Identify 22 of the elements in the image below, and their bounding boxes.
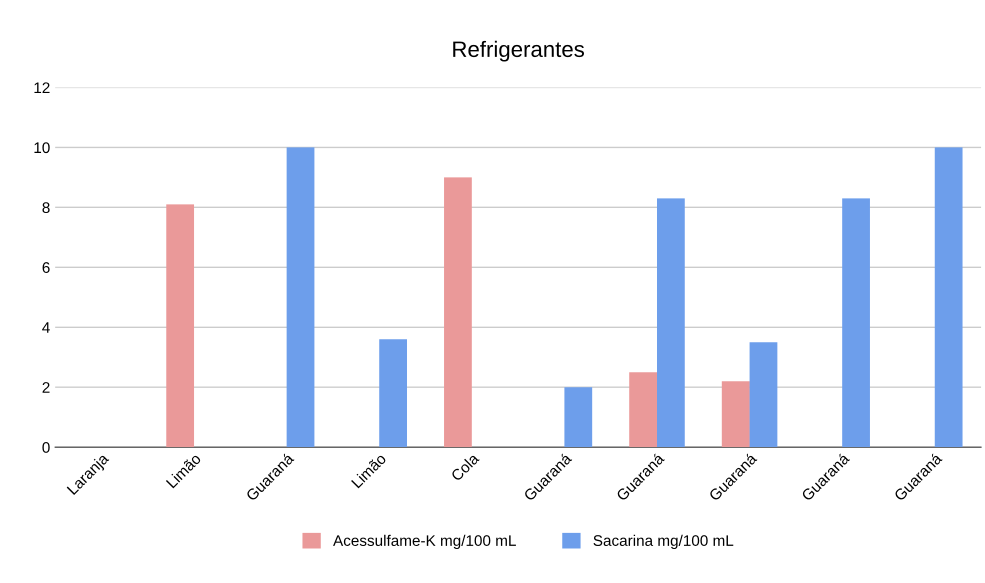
legend-label: Acessulfame-K mg/100 mL [333,534,516,550]
y-tick-label: 10 [34,142,50,154]
bar [934,147,963,448]
chart-title: Refrigerantes [453,40,584,62]
y-tick-label: 2 [42,382,50,393]
x-tick-label: Cola [450,452,480,482]
bar [564,387,592,448]
bar [656,198,685,448]
bar [379,339,407,448]
legend-label: Sacarina mg/100 mL [593,534,734,550]
bar [166,204,194,448]
y-tick-label: 0 [42,442,50,453]
bar [444,177,472,448]
bar [286,147,314,448]
y-tick-label: 6 [42,262,50,273]
bar [629,372,657,448]
bar [722,381,750,448]
y-tick-label: 8 [42,202,50,214]
y-tick-label: 12 [34,82,50,93]
bar [842,198,870,448]
y-tick-label: 4 [42,322,50,333]
bar [750,342,778,448]
